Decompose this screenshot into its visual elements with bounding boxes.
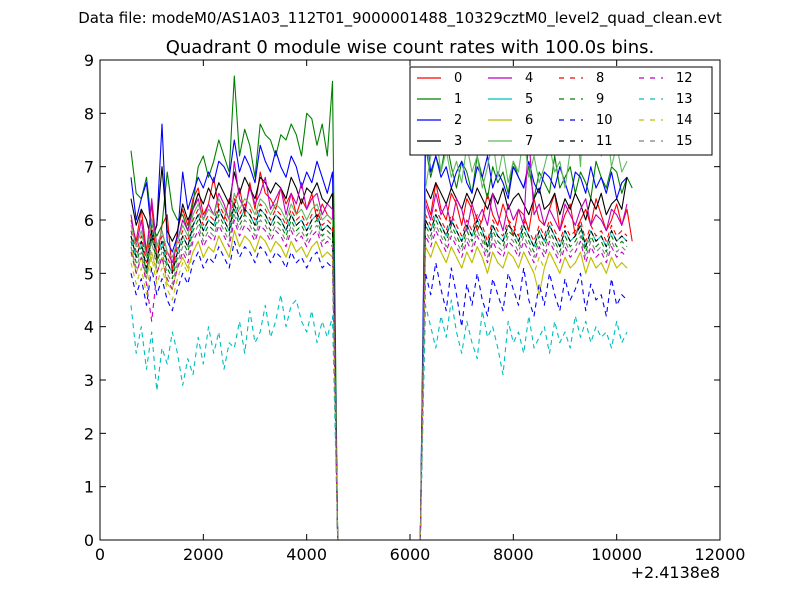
series-line-10 bbox=[130, 240, 628, 541]
legend-frame bbox=[409, 66, 713, 156]
y-tick-label: 4 bbox=[84, 318, 94, 337]
legend-label-0: 0 bbox=[454, 71, 462, 86]
legend-label-3: 3 bbox=[454, 134, 462, 149]
y-tick-label: 3 bbox=[84, 371, 94, 390]
legend-label-8: 8 bbox=[596, 71, 604, 86]
series-line-14 bbox=[130, 230, 628, 541]
x-tick-label: 10000 bbox=[591, 545, 642, 564]
series-line-11 bbox=[130, 203, 628, 541]
legend-label-14: 14 bbox=[676, 113, 693, 128]
y-tick-label: 9 bbox=[84, 51, 94, 70]
x-tick-label: 4000 bbox=[286, 545, 327, 564]
y-tick-label: 7 bbox=[84, 158, 94, 177]
y-tick-label: 5 bbox=[84, 264, 94, 283]
y-tick-label: 8 bbox=[84, 104, 94, 123]
legend-label-10: 10 bbox=[596, 113, 613, 128]
x-tick-label: 0 bbox=[95, 545, 105, 564]
legend-label-2: 2 bbox=[454, 113, 462, 128]
legend-label-6: 6 bbox=[525, 113, 533, 128]
chart-title: Quadrant 0 module wise count rates with … bbox=[166, 37, 655, 58]
figure-suptitle: Data file: modeM0/AS1A03_112T01_90000014… bbox=[78, 9, 722, 28]
legend-label-9: 9 bbox=[596, 92, 604, 107]
x-tick-label: 8000 bbox=[493, 545, 534, 564]
legend-label-4: 4 bbox=[525, 71, 533, 86]
series-line-15 bbox=[130, 214, 628, 541]
legend-label-12: 12 bbox=[676, 71, 693, 86]
x-offset-label: +2.4138e8 bbox=[631, 563, 720, 582]
series-line-13 bbox=[130, 294, 628, 541]
legend-label-11: 11 bbox=[596, 134, 613, 149]
legend-label-15: 15 bbox=[676, 134, 693, 149]
x-tick-label: 2000 bbox=[183, 545, 224, 564]
legend-label-13: 13 bbox=[676, 92, 693, 107]
y-tick-label: 2 bbox=[84, 424, 94, 443]
y-tick-label: 6 bbox=[84, 211, 94, 230]
x-tick-label: 12000 bbox=[695, 545, 746, 564]
x-tick-label: 6000 bbox=[390, 545, 431, 564]
legend-label-7: 7 bbox=[525, 134, 533, 149]
legend-label-5: 5 bbox=[525, 92, 533, 107]
y-tick-label: 0 bbox=[84, 531, 94, 550]
legend-label-1: 1 bbox=[454, 92, 462, 107]
y-tick-label: 1 bbox=[84, 478, 94, 497]
